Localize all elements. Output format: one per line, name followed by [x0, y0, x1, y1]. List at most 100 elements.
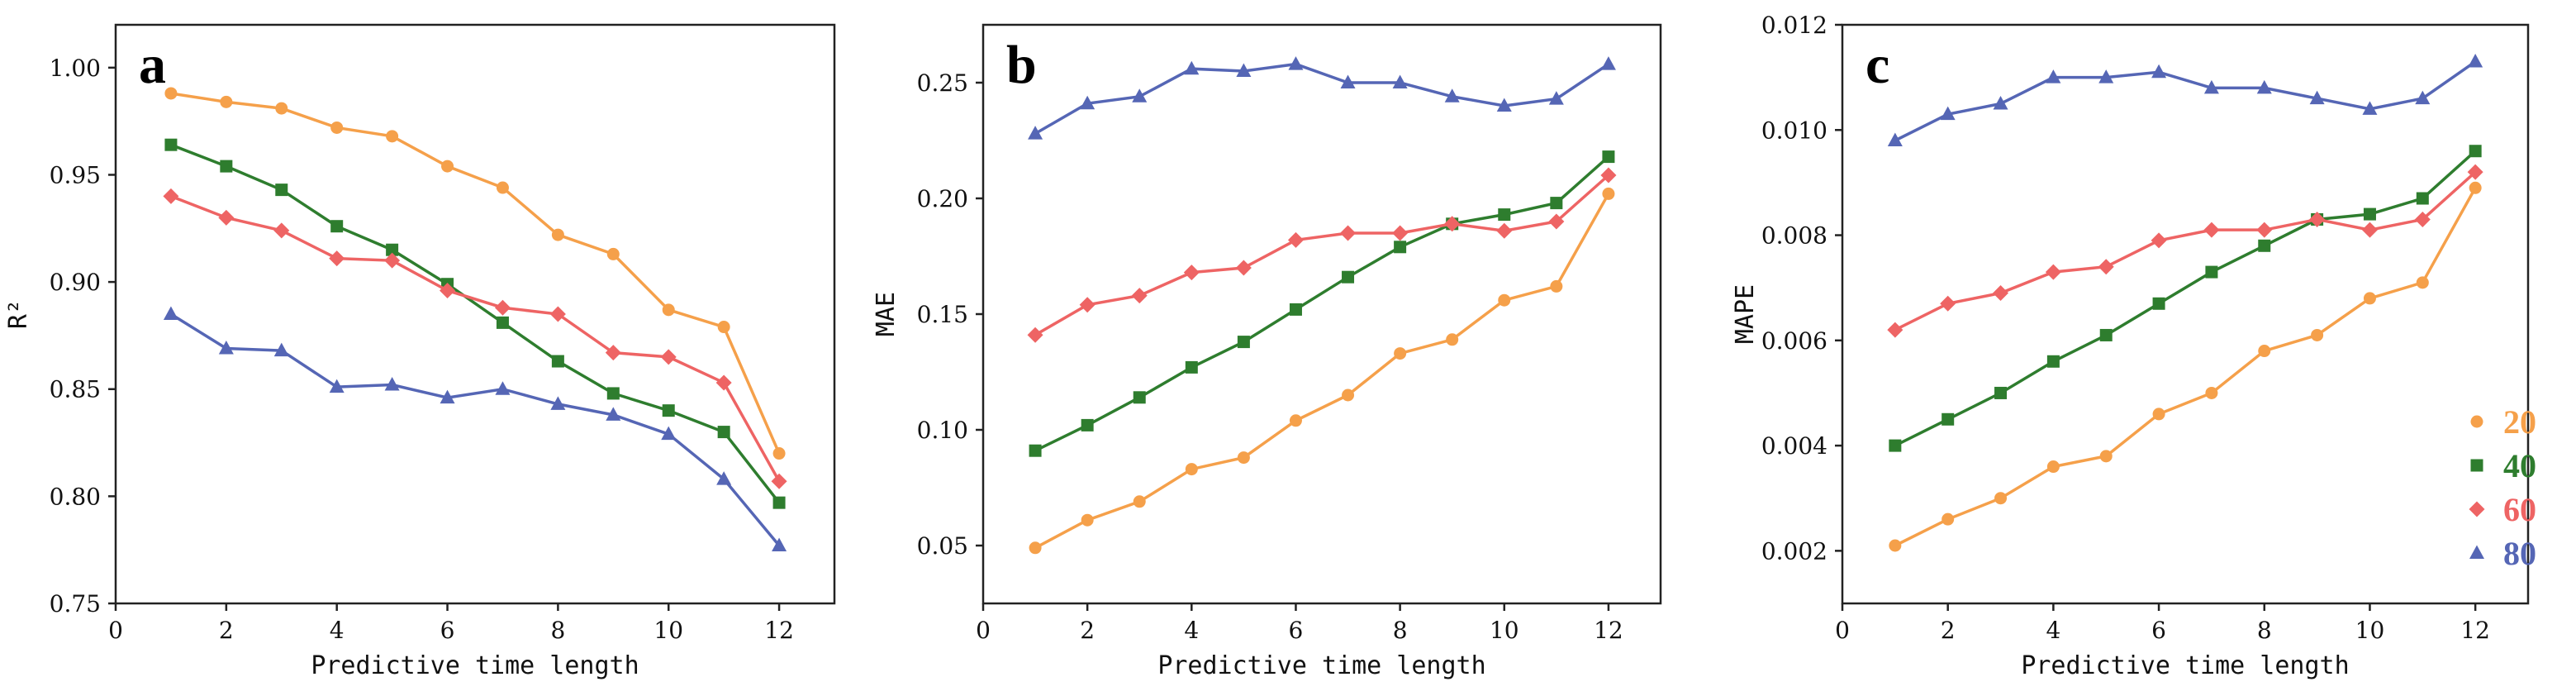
x-tick-label: 0 [1835, 617, 1850, 644]
data-point [606, 407, 621, 421]
data-point [551, 355, 564, 368]
data-point [2256, 222, 2273, 238]
data-point [1342, 389, 1355, 402]
y-tick-label: 0.95 [50, 161, 101, 188]
data-point [2469, 181, 2482, 194]
x-tick-label: 4 [330, 617, 345, 644]
plot-frame [1841, 23, 2530, 605]
x-axis-title: Predictive time length [2021, 651, 2349, 680]
data-point [1993, 285, 2009, 302]
data-point [1496, 98, 1512, 112]
data-point [1392, 225, 1409, 241]
data-point [1028, 126, 1043, 140]
data-point [1942, 512, 1955, 526]
data-point [1340, 74, 1356, 88]
y-tick-label: 0.20 [917, 185, 968, 212]
data-point [1079, 297, 1096, 313]
data-point [1184, 60, 1200, 75]
x-tick-label: 8 [2257, 617, 2272, 644]
data-point [273, 342, 289, 357]
x-tick-label: 4 [2046, 617, 2060, 644]
data-point [1081, 513, 1094, 527]
legend-label: 20 [2503, 403, 2536, 441]
data-point [717, 426, 730, 439]
data-point [1600, 167, 1617, 184]
data-point [660, 349, 677, 365]
y-tick-label: 0.90 [50, 269, 101, 296]
panel-label: c [1865, 35, 1889, 95]
data-point [2415, 90, 2431, 105]
data-point [1994, 492, 2008, 505]
series-line-60 [1894, 170, 2477, 331]
legend-item-20: 20 [2470, 403, 2536, 441]
series-20 [1889, 181, 2482, 552]
data-point [550, 396, 566, 410]
data-point [220, 160, 233, 173]
data-point [1237, 336, 1250, 349]
data-point [2151, 232, 2167, 249]
data-point [1287, 231, 1304, 248]
data-point [1027, 327, 1043, 343]
panel-label: b [1006, 35, 1037, 95]
y-axis-title: MAE [872, 292, 901, 336]
data-point [496, 181, 509, 194]
data-point [441, 160, 454, 173]
data-point [2468, 54, 2483, 68]
data-point [1887, 132, 1903, 146]
data-point [2469, 145, 2482, 158]
data-point [549, 306, 566, 322]
data-point [1392, 74, 1408, 88]
data-point [606, 247, 620, 260]
x-tick-label: 12 [2460, 617, 2490, 644]
data-point [1081, 418, 1094, 431]
y-tick-label: 0.15 [917, 301, 968, 328]
data-point [2309, 211, 2326, 227]
data-point [329, 250, 345, 267]
series-40 [1889, 145, 2482, 452]
series-line-40 [1894, 150, 2477, 447]
series-line-60 [170, 194, 781, 483]
data-point [275, 102, 288, 115]
data-point [163, 188, 179, 204]
x-axis-title: Predictive time length [1157, 651, 1485, 680]
data-point [2046, 460, 2060, 474]
x-tick-label: 12 [1594, 617, 1623, 644]
data-point [1994, 386, 2008, 399]
data-point [1185, 360, 1198, 374]
data-point [1993, 95, 2008, 110]
data-point [2099, 328, 2113, 341]
data-point [273, 222, 290, 239]
y-tick-label: 0.05 [917, 532, 968, 560]
data-point [1444, 88, 1460, 102]
data-point [1029, 444, 1042, 457]
data-point [495, 381, 511, 395]
x-tick-label: 10 [1490, 617, 1519, 644]
x-tick-label: 2 [1080, 617, 1095, 644]
data-point [496, 316, 509, 329]
data-point [2098, 69, 2114, 83]
data-point [2363, 292, 2376, 305]
data-point [275, 184, 288, 197]
data-point [661, 426, 677, 441]
series-40 [1029, 150, 1615, 457]
data-point [662, 404, 675, 417]
data-point [771, 473, 787, 489]
x-tick-label: 2 [219, 617, 234, 644]
data-point [2361, 222, 2378, 238]
y-tick-label: 0.004 [1761, 432, 1827, 460]
data-point [1550, 197, 1563, 210]
series-line-60 [1034, 174, 1610, 336]
data-point [1394, 347, 1407, 360]
data-point [1394, 241, 1407, 254]
data-point [2205, 265, 2218, 279]
data-point [384, 377, 400, 391]
data-point [716, 471, 732, 485]
legend-label: 80 [2503, 535, 2536, 572]
data-point [2416, 192, 2429, 205]
x-tick-label: 6 [440, 617, 455, 644]
data-point [2258, 239, 2271, 252]
data-point [386, 130, 399, 143]
data-point [1942, 412, 1955, 426]
series-line-20 [170, 92, 781, 455]
data-point [2151, 64, 2167, 79]
